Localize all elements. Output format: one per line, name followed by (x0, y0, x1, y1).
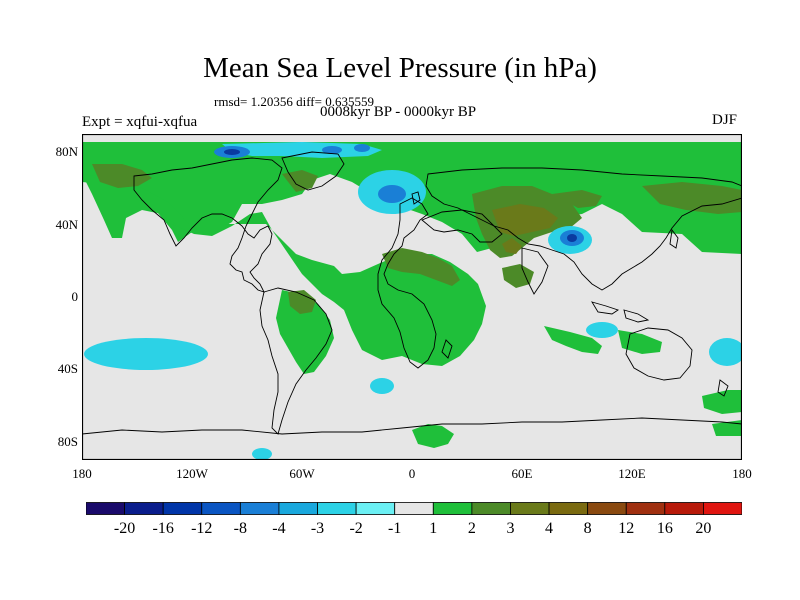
colorbar-box (664, 502, 704, 515)
lon-tick-label: 120E (618, 466, 646, 481)
colorbar-box (432, 502, 473, 515)
colorbar-label: -4 (272, 520, 286, 537)
colorbar-box (510, 502, 550, 515)
lat-tick-label: 80N (55, 144, 78, 160)
colorbar-box (124, 502, 164, 515)
lon-tick-label: 180 (732, 466, 752, 481)
period-label: 0008kyr BP - 0000kyr BP (320, 104, 477, 120)
lon-tick-label: 180 (72, 466, 92, 481)
cyan-regions (84, 142, 742, 460)
lon-tick-label: 60W (289, 466, 315, 481)
colorbar-box (703, 502, 742, 515)
lon-tick-label: 120W (176, 466, 208, 481)
season-label: DJF (712, 112, 738, 128)
colorbar-label: 20 (695, 520, 712, 537)
lat-tick-label: 80S (57, 433, 78, 449)
colorbar-label: -3 (310, 520, 325, 537)
colorbar-box (317, 502, 357, 515)
rmsd-diff-stats: rmsd= 1.20356 diff= 0.635559 (214, 94, 374, 109)
lon-tick-label: 60E (511, 466, 533, 481)
colorbar-label: 16 (656, 520, 673, 537)
colorbar-label: 12 (618, 520, 635, 537)
colorbar-box (239, 502, 280, 515)
colorbar-box (86, 502, 125, 515)
lon-tick-label: 0 (408, 466, 416, 481)
lat-tick-label: 40S (57, 361, 78, 377)
pressure-map (82, 134, 742, 460)
colorbar-box (548, 502, 589, 515)
colorbar-box (625, 502, 666, 515)
colorbar-box (162, 502, 203, 515)
map-frame (82, 134, 742, 460)
colorbar-label: -12 (191, 520, 213, 537)
colorbar-box (355, 502, 396, 515)
colorbar-label: 8 (583, 520, 592, 537)
olive-regions (492, 204, 558, 254)
colorbar-box (278, 502, 318, 515)
lat-tick-label: 0 (71, 289, 79, 304)
experiment-label: Expt = xqfui-xqfua (82, 114, 198, 130)
colorbar-label: 3 (506, 520, 515, 537)
colorbar-label: -16 (152, 520, 174, 537)
colorbar-label: -8 (233, 520, 247, 537)
colorbar-box (201, 502, 241, 515)
colorbar-box (394, 502, 434, 515)
colorbar-label: -2 (349, 520, 363, 537)
colorbar-box (471, 502, 511, 515)
colorbar-label: -1 (388, 520, 402, 537)
dark-blue-regions (224, 149, 577, 242)
colorbar-label: 2 (467, 520, 476, 537)
dark-green-regions (92, 164, 742, 314)
plot-title: Mean Sea Level Pressure (in hPa) (203, 52, 597, 84)
colorbar-label: -20 (113, 520, 136, 537)
colorbar (86, 502, 742, 515)
colorbar-label: 4 (545, 520, 554, 537)
coastlines (82, 151, 742, 435)
lat-tick-label: 40N (55, 216, 78, 232)
colorbar-label: 1 (429, 520, 438, 537)
colorbar-box (587, 502, 627, 515)
